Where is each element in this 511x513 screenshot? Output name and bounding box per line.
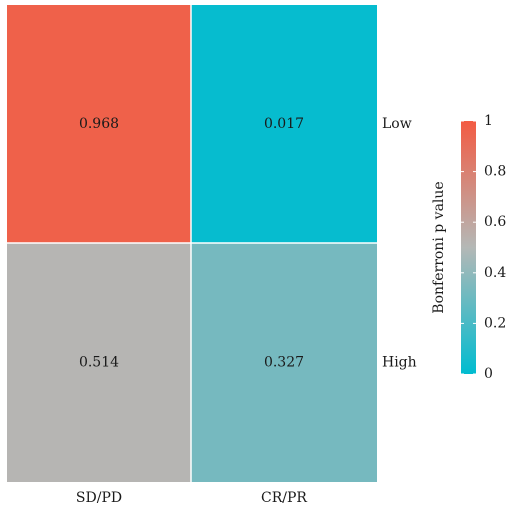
colorbar-tick-label: 0.4 [484,265,506,281]
heatmap-cell-low-cr-pr [191,5,377,243]
colorbar-tick-label: 0 [484,366,493,382]
colorbar-title: Bonferroni p value [431,181,447,313]
heatmap-cell-low-sd-pd [7,5,191,243]
cell-value-low-cr-pr: 0.017 [264,116,304,132]
colorbar-gradient [461,121,476,374]
colorbar-tick-label: 1 [484,113,493,129]
colorbar-ticks: 0 0.2 0.4 0.6 0.8 1 [461,113,506,382]
cell-value-low-sd-pd: 0.968 [79,116,119,132]
heatmap-cell-high-cr-pr [191,243,377,482]
colorbar-tick-label: 0.2 [484,315,506,331]
column-label-cr-pr: CR/PR [261,490,307,506]
colorbar-tick-label: 0.8 [484,164,506,180]
row-label-high: High [382,355,417,371]
cell-value-high-sd-pd: 0.514 [79,355,119,371]
row-label-low: Low [382,116,412,132]
cell-value-high-cr-pr: 0.327 [264,355,304,371]
heatmap-cell-high-sd-pd [7,243,191,482]
column-label-sd-pd: SD/PD [76,490,122,506]
colorbar-tick-label: 0.6 [484,214,506,230]
